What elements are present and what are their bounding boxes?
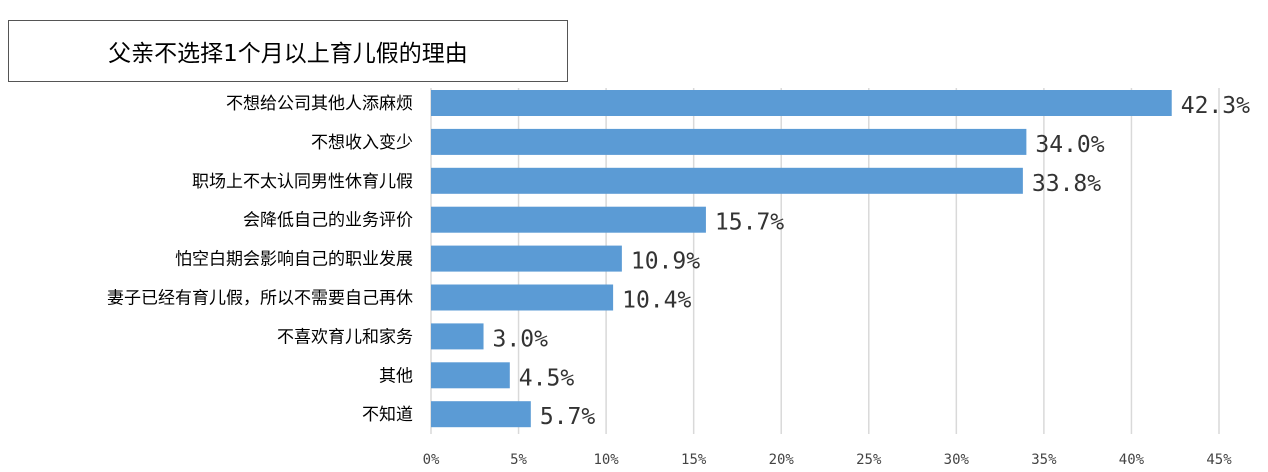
data-label: 10.4% — [622, 288, 691, 314]
x-tick-label: 10% — [593, 452, 619, 468]
x-tick-label: 45% — [1206, 452, 1232, 468]
x-tick-label: 35% — [1031, 452, 1057, 468]
x-tick-label: 15% — [681, 452, 707, 468]
x-tick-label: 30% — [944, 452, 970, 468]
category-label: 不想给公司其他人添麻烦 — [226, 94, 413, 114]
data-label: 33.8% — [1032, 171, 1101, 197]
category-label: 职场上不太认同男性休育儿假 — [192, 172, 413, 192]
x-tick-label: 40% — [1119, 452, 1145, 468]
category-label: 妻子已经有育儿假，所以不需要自己再休 — [107, 289, 413, 309]
x-tick-label: 0% — [423, 452, 440, 468]
bar — [431, 167, 1023, 194]
category-label: 会降低自己的业务评价 — [243, 211, 413, 231]
x-tick-label: 25% — [856, 452, 882, 468]
bar — [431, 128, 1027, 155]
bar — [431, 362, 510, 389]
category-label: 不喜欢育儿和家务 — [277, 327, 413, 347]
category-label: 其他 — [379, 366, 413, 386]
data-label: 15.7% — [715, 210, 784, 236]
x-tick-label: 20% — [769, 452, 795, 468]
bar — [431, 206, 706, 233]
data-label: 42.3% — [1181, 93, 1250, 119]
x-tick-label: 5% — [510, 452, 527, 468]
bar — [431, 323, 484, 350]
bar — [431, 245, 622, 272]
data-label: 3.0% — [493, 326, 549, 352]
chart-title: 父亲不选择1个月以上育儿假的理由 — [8, 20, 568, 82]
bar — [431, 284, 614, 311]
category-label: 怕空白期会影响自己的职业发展 — [175, 250, 413, 270]
data-label: 10.9% — [631, 249, 700, 275]
data-label: 5.7% — [540, 404, 596, 430]
data-label: 4.5% — [519, 365, 575, 391]
category-label: 不想收入变少 — [311, 133, 413, 153]
bar — [431, 401, 531, 428]
data-label: 34.0% — [1035, 132, 1104, 158]
bar — [431, 90, 1172, 116]
category-label: 不知道 — [362, 405, 413, 425]
